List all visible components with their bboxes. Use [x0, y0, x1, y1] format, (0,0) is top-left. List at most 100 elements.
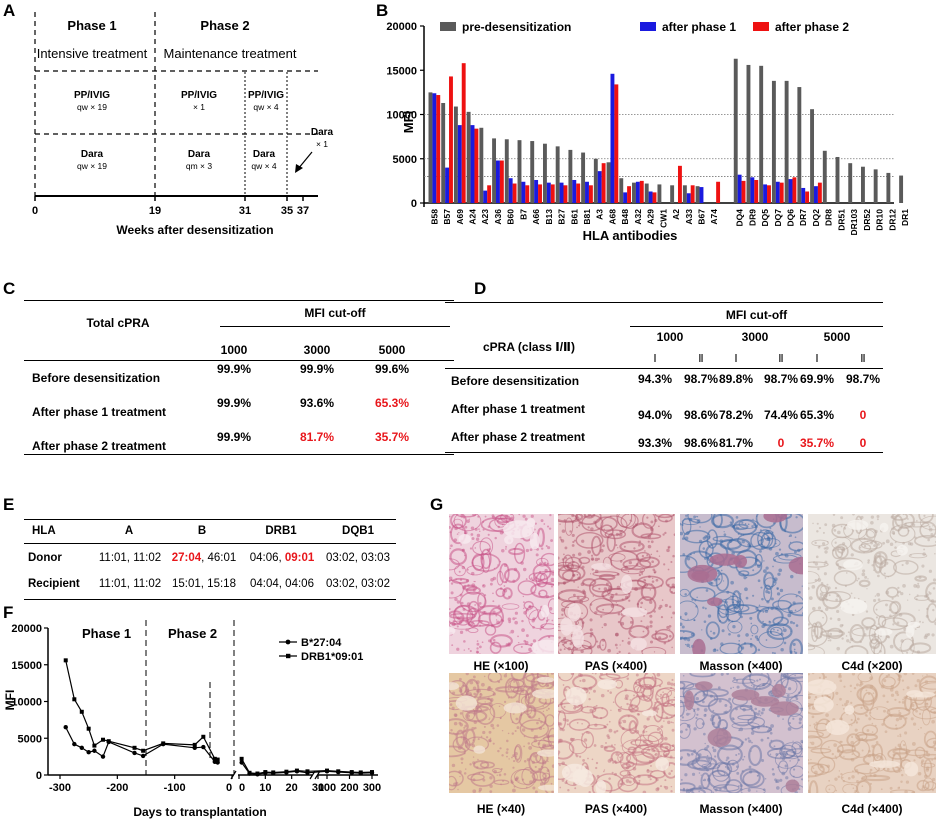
masson-400-image [680, 514, 803, 654]
b-bar [784, 80, 789, 203]
b-bar [677, 165, 682, 203]
table-e-recipient-label: Recipient [28, 578, 80, 590]
f-point [215, 757, 220, 762]
b-xtick-label: B60 [506, 209, 516, 225]
table-d: MFI cut-off 1000 3000 5000 cPRA (class Ⅰ… [445, 302, 883, 454]
b-bar [623, 192, 628, 203]
b-xtick-label: B67 [696, 209, 706, 225]
b-bar [746, 64, 751, 203]
f-point [192, 742, 197, 747]
histology-caption: Masson (×400) [699, 802, 783, 816]
b-bar [614, 84, 619, 203]
table-d-cell: 93.3% [637, 436, 673, 450]
pp-freq-1: qw × 19 [77, 102, 107, 112]
b-bar [771, 80, 776, 203]
table-e: HLA A B DRB1 DQB1 Donor 11:01, 11:02 27:… [24, 519, 396, 601]
b-bar [470, 125, 475, 203]
b-bar [716, 181, 721, 203]
b-bar [593, 158, 598, 203]
f-point [247, 770, 252, 775]
table-c-cell: 99.6% [374, 362, 410, 376]
timeline-xlabel: Weeks after desensitization [116, 223, 274, 237]
table-e-row-recipient: Recipient 11:01, 11:02 15:01, 15:18 04:0… [24, 578, 396, 594]
b-bar [474, 128, 479, 203]
b-bar [581, 152, 586, 203]
f-point [212, 756, 217, 761]
b-ylabel: MFI [401, 111, 416, 133]
table-e-donor-b: 27:04, 46:01 [167, 552, 241, 564]
table-e-header-drb1: DRB1 [265, 525, 297, 537]
table-d-cell: 78.2% [718, 408, 754, 422]
table-d-bottom-rule [445, 452, 883, 453]
b-bar [504, 139, 509, 203]
b-xtick-label: A68 [607, 209, 617, 225]
f-point [255, 771, 260, 776]
panel-letter-f: F [3, 603, 13, 622]
b-xtick-label: DR9 [747, 209, 757, 226]
table-c-cell: 99.9% [216, 430, 252, 444]
f-legend: B*27:04 DRB1*09:01 [279, 637, 363, 663]
donor-drb1-mismatch: 09:01 [284, 552, 315, 564]
b-xtick-label: DR8 [824, 209, 834, 226]
f-point [86, 726, 91, 731]
f-point [358, 770, 363, 775]
f-legend-marker [285, 639, 291, 645]
b-bar [695, 186, 700, 203]
table-e-header-b: B [197, 525, 207, 537]
f-point [63, 725, 68, 730]
table-d-col-3000: 3000 [741, 330, 769, 344]
histology-caption: PAS (×400) [584, 659, 648, 673]
table-e-header-rule [24, 543, 396, 544]
f-xtick-label: -200 [106, 782, 128, 794]
b-bar [445, 167, 450, 203]
panel-g-header: G [430, 495, 443, 514]
table-d-group-header: MFI cut-off [725, 308, 788, 322]
table-d-subheader: Ⅰ [815, 353, 819, 365]
table-d-cell: 65.3% [799, 408, 835, 422]
b-xtick-label: DQ4 [735, 209, 745, 227]
table-e-header-dqb1: DQB1 [342, 525, 374, 537]
b-bar [767, 185, 771, 203]
panel-a-timeline: A Phase 1 Intensive treatment Phase 2 Ma… [3, 1, 334, 217]
b-xtick-label: DR10 [875, 209, 885, 231]
table-e-recipient-dqb1: 03:02, 03:02 [326, 578, 390, 590]
b-bar [597, 171, 602, 203]
table-d-corner: cPRA (class Ⅰ/Ⅱ) [483, 340, 575, 354]
b-bar [572, 179, 577, 203]
table-d-cell: 98.7% [763, 372, 799, 386]
tick-19: 19 [149, 205, 161, 217]
b-bar [559, 182, 564, 203]
tick-31: 31 [239, 205, 251, 217]
table-c-cell: 99.9% [216, 362, 252, 376]
c4d-400-image [808, 673, 936, 793]
b-bar [797, 87, 802, 203]
dara-arrow-icon [295, 151, 313, 173]
table-c-cell: 93.6% [299, 396, 335, 410]
table-d-cell: 69.9% [799, 372, 835, 386]
f-ytick-label: 5000 [18, 733, 42, 745]
f-point [161, 741, 166, 746]
b-legend-label: after phase 2 [775, 20, 849, 34]
f-point [294, 768, 299, 773]
b-bar [639, 180, 644, 203]
b-legend-label: after phase 1 [662, 20, 736, 34]
b-bar [483, 190, 488, 203]
b-bar [817, 182, 822, 203]
f-point [349, 770, 354, 775]
b-bar [487, 185, 492, 203]
table-c-row-label: After phase 2 treatment [32, 439, 167, 453]
histology-caption: PAS (×400) [584, 802, 648, 816]
b-bar [801, 187, 806, 203]
table-c: MFI cut-off Total cPRA 1000 3000 5000 Be… [24, 300, 454, 455]
f-point [239, 756, 244, 761]
b-xtick-label: B48 [620, 209, 630, 225]
b-bar [763, 184, 768, 203]
histology-caption: C4d (×400) [841, 802, 903, 816]
b-xtick-label: A23 [480, 209, 490, 225]
b-bar [466, 111, 471, 203]
f-point [201, 744, 206, 750]
dara-extra-label: Dara [311, 127, 334, 138]
table-d-subheader: Ⅰ [734, 353, 738, 365]
b-bar [779, 182, 784, 203]
table-c-group-header: MFI cut-off [304, 306, 366, 320]
